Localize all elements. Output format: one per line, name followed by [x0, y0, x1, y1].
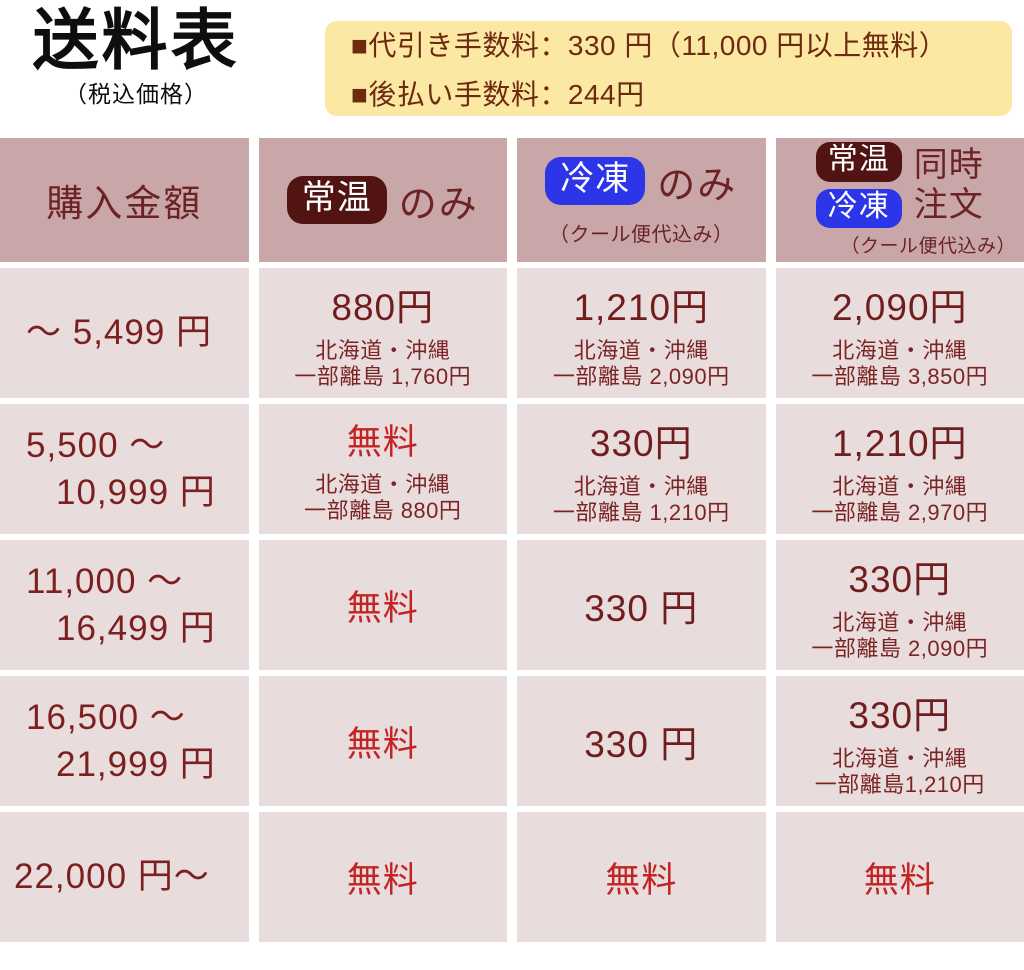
region-note: 北海道・沖縄 — [573, 473, 709, 499]
header-frozen-only: 冷凍 のみ （クール便代込み） — [517, 138, 766, 262]
range-cell-row5: 22,000 円～ — [0, 812, 249, 942]
combined-fee-row2: 1,210円 北海道・沖縄 一部離島 2,970円 — [775, 404, 1024, 534]
combined-order-row: 常温 冷凍 同時 注文 — [815, 142, 984, 228]
shipping-fee-table: 購入金額 常温 のみ 冷凍 のみ （クール便代込み） 常温 冷凍 同時 注文 （… — [0, 138, 1024, 942]
header-normal-only: 常温 のみ — [258, 138, 507, 262]
fee-price-free: 無料 — [346, 860, 419, 900]
normal-fee-row4: 無料 — [258, 676, 507, 806]
normal-fee-row1: 880円 北海道・沖縄 一部離島 1,760円 — [258, 268, 507, 398]
title-block: 送料表 （税込価格） — [8, 1, 264, 109]
island-note: 一部離島 2,090円 — [552, 363, 730, 389]
range-text-line2: 21,999 円 — [56, 745, 216, 784]
page-header: 送料表 （税込価格） ■代引き手数料：330 円（11,000 円以上無料） ■… — [0, 0, 1024, 138]
page-title: 送料表 — [32, 1, 240, 79]
fee-price: 330円 — [848, 694, 952, 736]
fee-price: 880円 — [331, 286, 435, 328]
fee-price-free: 無料 — [863, 860, 936, 900]
frozen-fee-row1: 1,210円 北海道・沖縄 一部離島 2,090円 — [517, 268, 766, 398]
only-label: のみ — [657, 164, 738, 207]
region-note: 北海道・沖縄 — [832, 473, 968, 499]
combined-fee-row1: 2,090円 北海道・沖縄 一部離島 3,850円 — [775, 268, 1024, 398]
cool-delivery-note: （クール便代込み） — [549, 223, 734, 246]
island-note: 一部離島 2,090円 — [811, 635, 989, 661]
header-purchase-amount: 購入金額 — [0, 138, 249, 262]
range-cell-row1: ～ 5,499 円 — [0, 268, 249, 398]
range-cell-row4: 16,500 ～ 21,999 円 — [0, 676, 249, 806]
fee-price: 330円 — [589, 422, 693, 464]
region-note: 北海道・沖縄 — [315, 337, 451, 363]
normal-temp-badge: 常温 — [286, 175, 387, 225]
frozen-badge: 冷凍 — [815, 188, 902, 228]
island-note: 一部離島 1,210円 — [552, 499, 730, 525]
frozen-fee-row4: 330 円 — [517, 676, 766, 806]
page-subtitle: （税込価格） — [64, 82, 208, 109]
combined-fee-row4: 330円 北海道・沖縄 一部離島1,210円 — [775, 676, 1024, 806]
fee-price: 330円 — [848, 558, 952, 600]
region-note: 北海道・沖縄 — [832, 337, 968, 363]
range-cell-row3: 11,000 ～ 16,499 円 — [0, 540, 249, 670]
island-note: 一部離島 1,760円 — [294, 363, 472, 389]
range-text: 22,000 円～ — [14, 857, 210, 897]
simultaneous-order-label: 同時 注文 — [914, 145, 984, 225]
fee-price: 1,210円 — [831, 422, 968, 464]
frozen-only-row: 冷凍 のみ — [545, 154, 737, 209]
region-note: 北海道・沖縄 — [832, 745, 968, 771]
fee-price-free: 無料 — [605, 860, 678, 900]
region-note: 北海道・沖縄 — [315, 472, 451, 498]
fee-price-free: 無料 — [346, 588, 419, 628]
range-text-line2: 10,999 円 — [56, 473, 216, 512]
cod-fee-note: ■代引き手数料：330 円（11,000 円以上無料） — [351, 30, 948, 61]
frozen-badge: 冷凍 — [545, 156, 646, 206]
island-note: 一部離島 3,850円 — [811, 363, 989, 389]
cool-delivery-note: （クール便代込み） — [840, 236, 1016, 257]
combined-fee-row3: 330円 北海道・沖縄 一部離島 2,090円 — [775, 540, 1024, 670]
fee-price: 1,210円 — [573, 286, 710, 328]
fee-price-free: 無料 — [346, 724, 419, 764]
simultaneous-line2: 注文 — [913, 186, 984, 224]
range-cell-row2: 5,500 ～ 10,999 円 — [0, 404, 249, 534]
frozen-fee-row5: 無料 — [517, 812, 766, 942]
fee-price-free: 無料 — [346, 423, 419, 463]
fee-notice-box: ■代引き手数料：330 円（11,000 円以上無料） ■後払い手数料：244円 — [325, 21, 1012, 116]
normal-fee-row5: 無料 — [258, 812, 507, 942]
normal-fee-row3: 無料 — [258, 540, 507, 670]
range-text-line1: 5,500 ～ — [26, 425, 166, 465]
fee-price: 330 円 — [584, 724, 699, 765]
island-note: 一部離島 880円 — [304, 498, 462, 523]
only-label: のみ — [398, 183, 479, 226]
frozen-fee-row3: 330 円 — [517, 540, 766, 670]
region-note: 北海道・沖縄 — [573, 337, 709, 363]
range-text-line1: 11,000 ～ — [26, 561, 184, 601]
badge-stack: 常温 冷凍 — [815, 142, 902, 228]
range-text: ～ 5,499 円 — [26, 313, 213, 353]
normal-only-row: 常温 のみ — [286, 173, 479, 228]
simultaneous-line1: 同時 — [913, 145, 984, 184]
range-text-line1: 16,500 ～ — [26, 697, 186, 737]
purchase-amount-label: 購入金額 — [46, 183, 203, 224]
normal-fee-row2: 無料 北海道・沖縄 一部離島 880円 — [258, 404, 507, 534]
island-note: 一部離島1,210円 — [814, 771, 985, 797]
fee-price: 330 円 — [584, 588, 699, 629]
frozen-fee-row2: 330円 北海道・沖縄 一部離島 1,210円 — [517, 404, 766, 534]
fee-price: 2,090円 — [831, 286, 968, 328]
region-note: 北海道・沖縄 — [832, 609, 968, 635]
deferred-fee-note: ■後払い手数料：244円 — [351, 79, 645, 110]
range-text-line2: 16,499 円 — [56, 609, 216, 648]
combined-fee-row5: 無料 — [775, 812, 1024, 942]
normal-temp-badge: 常温 — [815, 142, 902, 182]
island-note: 一部離島 2,970円 — [811, 499, 989, 525]
header-combined-order: 常温 冷凍 同時 注文 （クール便代込み） — [775, 138, 1024, 262]
